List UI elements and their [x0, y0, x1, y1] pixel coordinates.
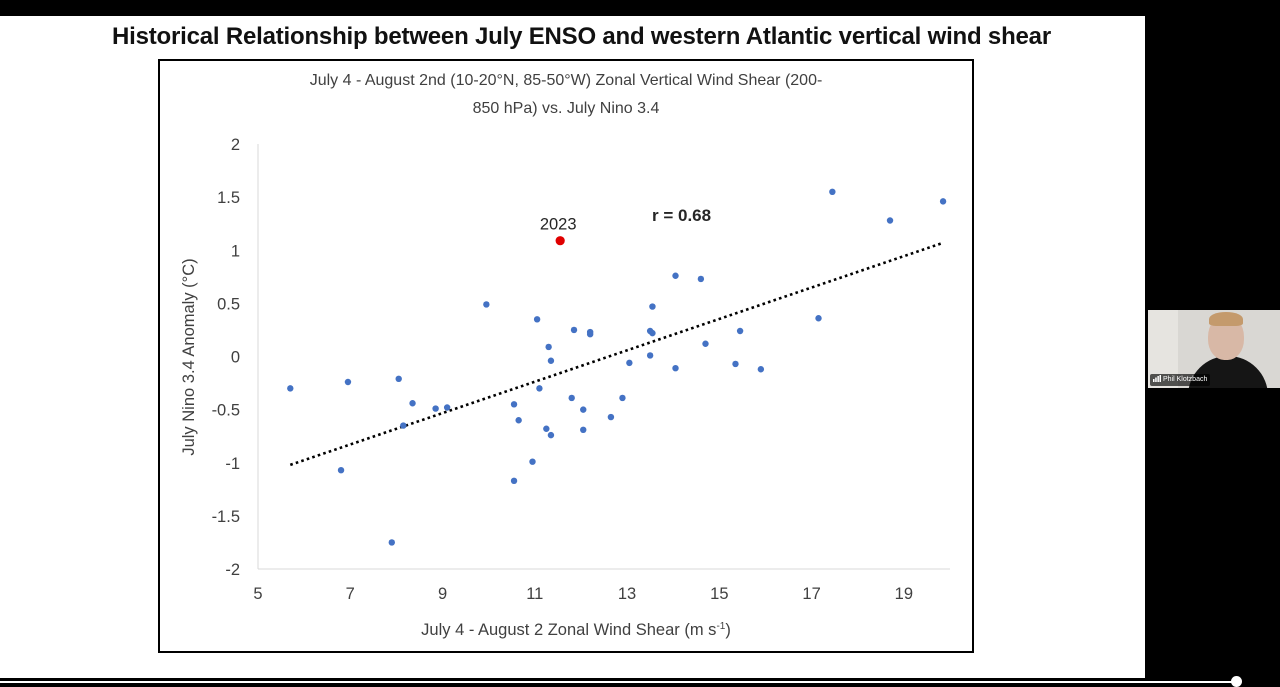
data-point	[702, 340, 709, 347]
data-point	[483, 301, 490, 308]
data-point	[510, 477, 518, 485]
x-tick-label: 19	[895, 585, 913, 603]
data-point	[409, 400, 416, 407]
data-point	[344, 378, 352, 386]
screen-top-bar	[0, 0, 1280, 16]
data-point	[646, 352, 654, 359]
data-point	[543, 425, 550, 432]
data-point	[388, 539, 395, 546]
data-point	[619, 394, 626, 402]
x-axis-label-end: )	[725, 621, 731, 639]
data-point	[732, 360, 739, 368]
data-point	[337, 466, 345, 474]
data-point	[287, 385, 294, 392]
y-tick-label: 2	[231, 136, 240, 154]
data-point	[626, 359, 633, 367]
progress-scrubber-handle[interactable]	[1231, 676, 1243, 687]
x-tick-label: 13	[618, 585, 636, 603]
participant-hair	[1209, 312, 1243, 326]
participant-name: Phil Klotzbach	[1163, 376, 1208, 383]
data-point	[607, 413, 615, 421]
x-tick-label: 17	[802, 585, 820, 603]
trendline-group	[289, 241, 944, 467]
data-point	[443, 404, 451, 411]
video-progress-bar[interactable]	[0, 681, 1237, 683]
data-point	[529, 458, 536, 465]
signal-bars-icon	[1153, 375, 1161, 382]
y-tick-label: -2	[225, 561, 240, 579]
y-axis-label: July Nino 3.4 Anomaly (°C)	[180, 258, 198, 455]
participant-name-tag: Phil Klotzbach	[1150, 374, 1211, 386]
x-tick-label: 7	[346, 585, 355, 603]
chart-title-line-1: July 4 - August 2nd (10-20°N, 85-50°W) Z…	[309, 72, 823, 89]
y-tick-label: -1.5	[212, 508, 240, 526]
data-point	[815, 315, 822, 322]
data-point	[400, 422, 407, 429]
data-points	[287, 188, 947, 546]
highlight-point-2023	[555, 236, 565, 246]
y-tick-label: 0.5	[217, 295, 240, 313]
data-point	[568, 394, 575, 402]
data-point	[536, 385, 543, 392]
data-point	[580, 426, 587, 434]
r-annotation: r = 0.68	[652, 206, 711, 225]
participant-video-tile[interactable]: Phil Klotzbach	[1148, 310, 1280, 388]
scatter-chart: 2 1.5 1 0.5 0 -0.5 -1 -1.5 -2 5 7 9 11 13 15 17 19 2023…	[180, 136, 950, 639]
chart-title-line-2: 850 hPa) vs. July Nino 3.4	[472, 100, 660, 117]
y-tick-label: 1.5	[217, 189, 240, 207]
x-axis-label: July 4 - August 2 Zonal Wind Shear (m s-…	[421, 621, 731, 639]
y-tick-label: -1	[225, 455, 240, 473]
data-point	[586, 330, 594, 338]
y-tick-label: 1	[231, 242, 240, 260]
y-tick-label: -0.5	[212, 402, 240, 420]
data-point	[649, 329, 656, 337]
data-point	[432, 405, 439, 412]
data-point	[580, 406, 587, 413]
data-point	[545, 343, 552, 351]
x-tick-label: 15	[710, 585, 728, 603]
data-point	[395, 375, 402, 383]
data-point	[672, 364, 679, 372]
x-tick-labels: 5 7 9 11 13 15 17 19	[253, 585, 913, 603]
data-point	[736, 327, 744, 335]
presentation-slide: Historical Relationship between July ENS…	[0, 16, 1145, 678]
highlight-group: 2023	[540, 216, 577, 246]
data-point	[672, 272, 679, 279]
chart-frame: July 4 - August 2nd (10-20°N, 85-50°W) Z…	[158, 59, 974, 653]
data-point	[757, 366, 765, 373]
x-tick-label: 11	[526, 585, 543, 603]
slide-title: Historical Relationship between July ENS…	[112, 23, 1051, 50]
data-point	[649, 303, 656, 310]
data-point	[533, 316, 541, 323]
data-point	[697, 275, 705, 283]
y-tick-labels: 2 1.5 1 0.5 0 -0.5 -1 -1.5 -2	[212, 136, 240, 579]
data-point	[829, 188, 836, 196]
x-axis-label-main: July 4 - August 2 Zonal Wind Shear (m s	[421, 621, 716, 639]
x-tick-label: 5	[253, 585, 262, 603]
data-point	[547, 357, 555, 364]
trendline	[289, 241, 944, 467]
data-point	[939, 198, 947, 205]
highlight-label: 2023	[540, 216, 577, 234]
y-tick-label: 0	[231, 349, 240, 367]
data-point	[510, 401, 518, 408]
x-tick-label: 9	[438, 585, 447, 603]
data-point	[886, 217, 894, 224]
x-axis-label-superscript: -1	[716, 621, 725, 632]
data-point	[547, 431, 555, 439]
data-point	[570, 326, 578, 334]
data-point	[515, 417, 522, 424]
